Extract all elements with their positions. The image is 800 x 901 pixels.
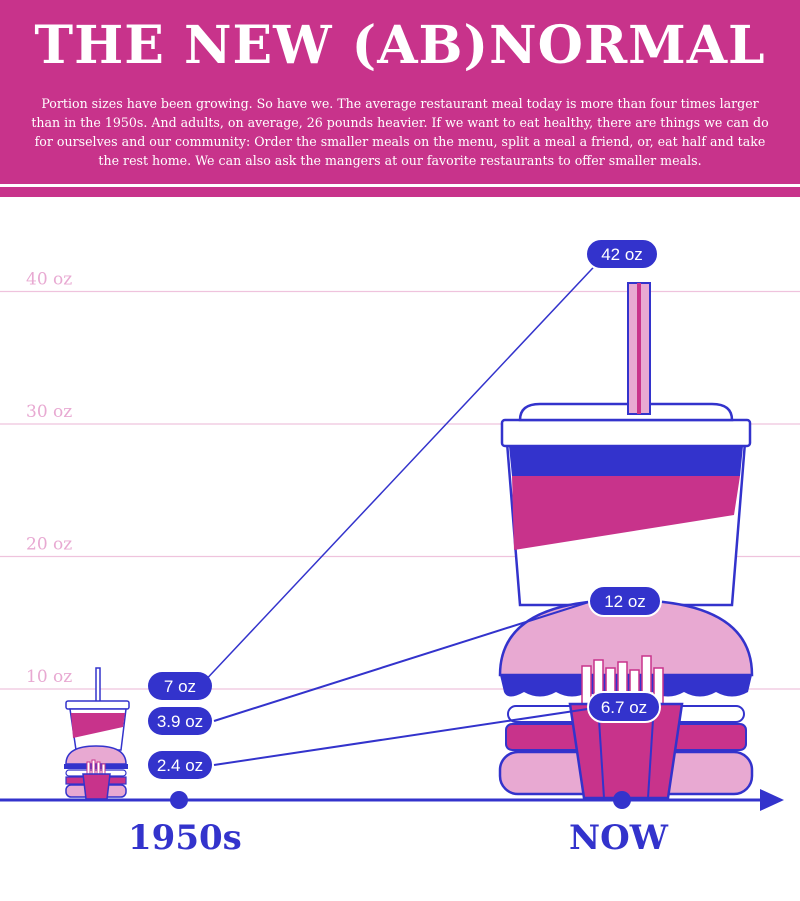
value-label: 12 oz bbox=[604, 592, 646, 611]
soda-cup-icon bbox=[500, 282, 752, 607]
connector-line bbox=[213, 706, 602, 766]
y-tick-label: 20 oz bbox=[26, 535, 72, 555]
value-labels: 7 oz 42 oz 3.9 oz 12 oz 2.4 oz 6.7 oz bbox=[148, 238, 662, 779]
era-point bbox=[170, 791, 188, 809]
grid-lines: 10 oz 20 oz 30 oz 40 oz bbox=[0, 270, 800, 690]
value-label: 42 oz bbox=[601, 245, 643, 264]
fries-icon bbox=[568, 655, 684, 800]
large-meal-illustration bbox=[498, 282, 754, 800]
connector-line bbox=[199, 253, 607, 687]
header-divider bbox=[0, 184, 800, 187]
header-banner bbox=[0, 0, 800, 187]
y-tick-label: 40 oz bbox=[26, 270, 72, 290]
value-label: 7 oz bbox=[164, 677, 196, 696]
burger-icon bbox=[64, 745, 128, 798]
value-badge bbox=[588, 585, 662, 617]
value-badge bbox=[148, 672, 212, 700]
value-badge bbox=[585, 238, 659, 270]
era-label-now: NOW bbox=[569, 818, 668, 858]
value-label: 6.7 oz bbox=[601, 698, 647, 717]
value-label: 2.4 oz bbox=[157, 756, 203, 775]
y-tick-label: 30 oz bbox=[26, 402, 72, 422]
era-points bbox=[170, 791, 631, 809]
header-underband bbox=[0, 187, 800, 197]
x-axis bbox=[0, 789, 784, 811]
value-label: 3.9 oz bbox=[157, 712, 203, 731]
intro-text: Portion sizes have been growing. So have… bbox=[31, 96, 769, 168]
era-label-1950s: 1950s bbox=[128, 818, 242, 858]
connector-line bbox=[213, 600, 593, 722]
y-tick-label: 10 oz bbox=[26, 667, 72, 687]
soda-cup-icon bbox=[65, 667, 130, 751]
value-badge bbox=[587, 691, 661, 723]
value-badge bbox=[148, 707, 212, 735]
small-meal-illustration bbox=[64, 667, 130, 800]
era-point bbox=[613, 791, 631, 809]
page-title: THE NEW (AB)NORMAL bbox=[34, 15, 766, 76]
connector-lines bbox=[199, 253, 607, 766]
value-badge bbox=[148, 751, 212, 779]
